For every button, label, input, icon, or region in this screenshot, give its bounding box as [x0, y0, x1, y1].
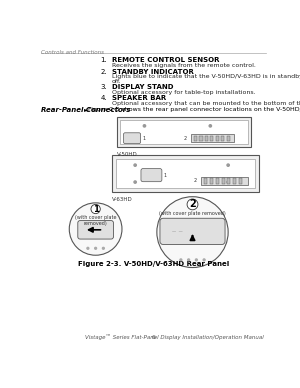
Text: Rear-Panel Connectors: Rear-Panel Connectors — [41, 107, 131, 113]
FancyBboxPatch shape — [216, 178, 219, 184]
Circle shape — [69, 203, 122, 255]
Text: DISPLAY STAND: DISPLAY STAND — [112, 84, 173, 90]
FancyBboxPatch shape — [226, 136, 230, 140]
Circle shape — [209, 125, 212, 127]
Text: SPEAKER BAR: SPEAKER BAR — [112, 95, 166, 101]
Circle shape — [195, 259, 197, 261]
Text: 1: 1 — [163, 173, 166, 178]
FancyBboxPatch shape — [239, 178, 242, 184]
Circle shape — [203, 259, 205, 261]
Text: 2: 2 — [184, 136, 187, 141]
Text: (with cover plate
removed): (with cover plate removed) — [75, 215, 116, 226]
Text: 3.: 3. — [100, 84, 107, 90]
FancyBboxPatch shape — [233, 178, 236, 184]
Text: Figure 2-3. V-50HD/V-63HD Rear Panel: Figure 2-3. V-50HD/V-63HD Rear Panel — [78, 262, 230, 267]
Text: 1.: 1. — [100, 57, 107, 63]
FancyBboxPatch shape — [204, 178, 207, 184]
FancyBboxPatch shape — [160, 218, 225, 244]
Text: off.: off. — [112, 78, 122, 83]
Circle shape — [187, 199, 198, 210]
FancyBboxPatch shape — [112, 155, 259, 192]
FancyBboxPatch shape — [216, 136, 219, 140]
FancyBboxPatch shape — [191, 134, 234, 142]
Circle shape — [134, 181, 136, 183]
Text: V-50HD: V-50HD — [117, 152, 138, 157]
FancyBboxPatch shape — [120, 120, 248, 144]
Circle shape — [227, 164, 229, 166]
Text: 4.: 4. — [100, 95, 107, 101]
Text: 2: 2 — [189, 199, 196, 210]
Text: ►: ► — [84, 107, 88, 113]
Text: REMOTE CONTROL SENSOR: REMOTE CONTROL SENSOR — [112, 57, 219, 63]
FancyBboxPatch shape — [141, 169, 162, 182]
Circle shape — [134, 164, 136, 166]
Circle shape — [95, 248, 97, 249]
Text: 1: 1 — [142, 136, 145, 141]
Text: 2: 2 — [194, 178, 197, 184]
Circle shape — [91, 204, 100, 214]
FancyBboxPatch shape — [221, 136, 224, 140]
FancyBboxPatch shape — [227, 178, 230, 184]
FancyBboxPatch shape — [210, 136, 213, 140]
Circle shape — [227, 181, 229, 183]
FancyBboxPatch shape — [205, 136, 208, 140]
Text: 2.: 2. — [100, 69, 107, 74]
Text: (with cover plate removed): (with cover plate removed) — [159, 211, 226, 217]
Text: Optional accessory that can be mounted to the bottom of the panel.: Optional accessory that can be mounted t… — [112, 101, 300, 106]
Circle shape — [102, 248, 104, 249]
FancyBboxPatch shape — [124, 133, 141, 144]
FancyBboxPatch shape — [200, 136, 202, 140]
Circle shape — [87, 248, 89, 249]
FancyBboxPatch shape — [78, 221, 113, 239]
Text: 6: 6 — [152, 335, 156, 340]
Text: V-63HD: V-63HD — [112, 197, 133, 202]
Text: Optional accessory for table-top installations.: Optional accessory for table-top install… — [112, 90, 256, 95]
FancyBboxPatch shape — [201, 177, 247, 185]
FancyBboxPatch shape — [210, 178, 213, 184]
Circle shape — [143, 125, 146, 127]
Circle shape — [180, 259, 182, 261]
Text: 1: 1 — [93, 204, 99, 213]
FancyBboxPatch shape — [194, 136, 197, 140]
Text: Figure 2-3 shows the rear panel connector locations on the V-50HD/V-63HD.: Figure 2-3 shows the rear panel connecto… — [88, 107, 300, 113]
FancyBboxPatch shape — [116, 159, 255, 188]
Text: Lights blue to indicate that the V-50HD/V-63HD is in standby mode; otherwise, it: Lights blue to indicate that the V-50HD/… — [112, 74, 300, 79]
Text: Vistage™ Series Flat-Panel Display Installation/Operation Manual: Vistage™ Series Flat-Panel Display Insta… — [85, 334, 264, 340]
Text: Controls and Functions: Controls and Functions — [41, 50, 104, 55]
FancyBboxPatch shape — [222, 178, 225, 184]
Circle shape — [157, 197, 228, 268]
Text: STANDBY INDICATOR: STANDBY INDICATOR — [112, 69, 194, 74]
Text: Receives the signals from the remote control.: Receives the signals from the remote con… — [112, 63, 256, 68]
Text: —  —: — — — [172, 229, 182, 232]
Circle shape — [188, 259, 190, 261]
FancyBboxPatch shape — [117, 117, 250, 147]
